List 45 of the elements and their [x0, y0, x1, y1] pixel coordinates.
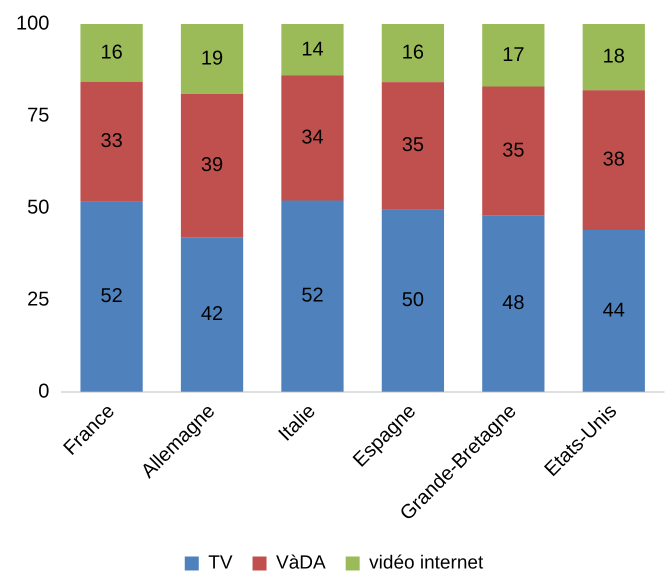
y-tick-label: 75	[27, 104, 50, 126]
y-tick-label: 50	[27, 196, 50, 218]
bar	[582, 230, 645, 392]
data-label: 16	[402, 42, 424, 64]
bar	[281, 75, 344, 201]
data-label: 18	[602, 46, 625, 68]
bar	[582, 24, 645, 90]
bar	[582, 90, 645, 230]
bar	[80, 24, 143, 82]
bar	[281, 200, 344, 392]
bar	[382, 209, 444, 392]
y-tick-label: 25	[27, 288, 50, 310]
data-label: 17	[502, 44, 524, 66]
data-label: 52	[301, 284, 324, 307]
bar	[80, 202, 143, 392]
data-label: 14	[301, 38, 324, 60]
data-label: 35	[502, 139, 524, 162]
bar	[180, 94, 244, 238]
data-label: 35	[402, 134, 424, 156]
data-label: 38	[602, 148, 625, 171]
x-tick-label: Italie	[274, 400, 320, 446]
data-label: 42	[200, 303, 224, 326]
bar	[180, 24, 244, 94]
data-label: 34	[301, 126, 324, 149]
data-label: 48	[502, 292, 524, 314]
bar	[281, 24, 344, 76]
data-label: 33	[100, 130, 123, 152]
data-label: 52	[100, 285, 123, 308]
bar	[382, 24, 444, 82]
data-label: 50	[402, 289, 424, 312]
data-label: 39	[200, 154, 224, 176]
legend-label: VàDA	[276, 552, 326, 574]
y-tick-label: 100	[16, 12, 50, 35]
legend-label: vidéo internet	[369, 552, 484, 574]
data-label: 19	[200, 47, 224, 70]
bar	[80, 82, 143, 202]
y-tick-label: 0	[38, 380, 50, 402]
data-label: 16	[100, 41, 123, 64]
bar	[482, 215, 544, 392]
bar	[482, 86, 544, 216]
bar	[180, 237, 244, 392]
bar	[482, 24, 544, 87]
bar	[382, 82, 444, 210]
data-label: 44	[602, 299, 625, 322]
legend-label: TV	[208, 552, 233, 574]
